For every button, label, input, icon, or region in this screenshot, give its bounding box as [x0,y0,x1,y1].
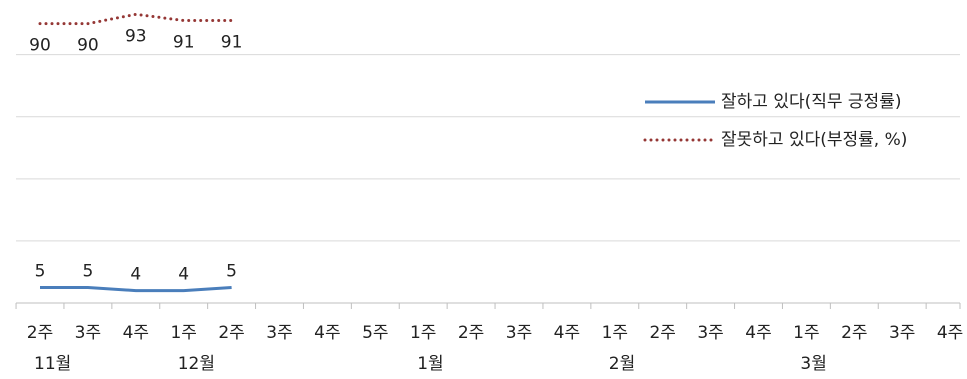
series-line [38,12,234,26]
data-label: 5 [226,261,237,281]
x-tick-label: 1주 [410,323,436,343]
legend-label: 잘못하고 있다(부정률, %) [721,130,907,150]
data-label: 5 [82,261,93,281]
data-label: 91 [221,33,243,53]
x-tick-label: 3주 [75,323,101,343]
series-line [40,285,232,293]
x-tick-label: 1주 [170,323,196,343]
x-tick-label: 2주 [649,323,675,343]
x-tick-label: 1주 [602,323,628,343]
x-tick-label: 3주 [889,323,915,343]
month-label: 2월 [609,354,635,374]
x-tick-label: 4주 [314,323,340,343]
x-tick-label: 2주 [841,323,867,343]
data-label: 93 [125,26,147,46]
data-label: 91 [173,33,195,53]
x-tick-label: 3주 [266,323,292,343]
month-label: 3월 [800,354,826,374]
x-tick-label: 4주 [123,323,149,343]
x-tick-label: 2주 [458,323,484,343]
x-tick-label: 2주 [218,323,244,343]
month-label: 1월 [417,354,443,374]
data-label: 4 [130,265,141,285]
x-tick-label: 3주 [506,323,532,343]
data-label: 90 [29,36,51,56]
data-label: 90 [77,36,99,56]
data-label: 4 [178,265,189,285]
month-label: 12월 [178,354,215,374]
x-tick-label: 4주 [554,323,580,343]
x-tick-label: 3주 [697,323,723,343]
x-tick-label: 2주 [27,323,53,343]
data-label: 5 [35,261,46,281]
x-tick-label: 4주 [937,323,963,343]
legend-label: 잘하고 있다(직무 긍정률) [721,92,901,112]
x-tick-label: 4주 [745,323,771,343]
month-label: 11월 [34,354,71,374]
x-tick-label: 1주 [793,323,819,343]
x-tick-label: 5주 [362,323,388,343]
